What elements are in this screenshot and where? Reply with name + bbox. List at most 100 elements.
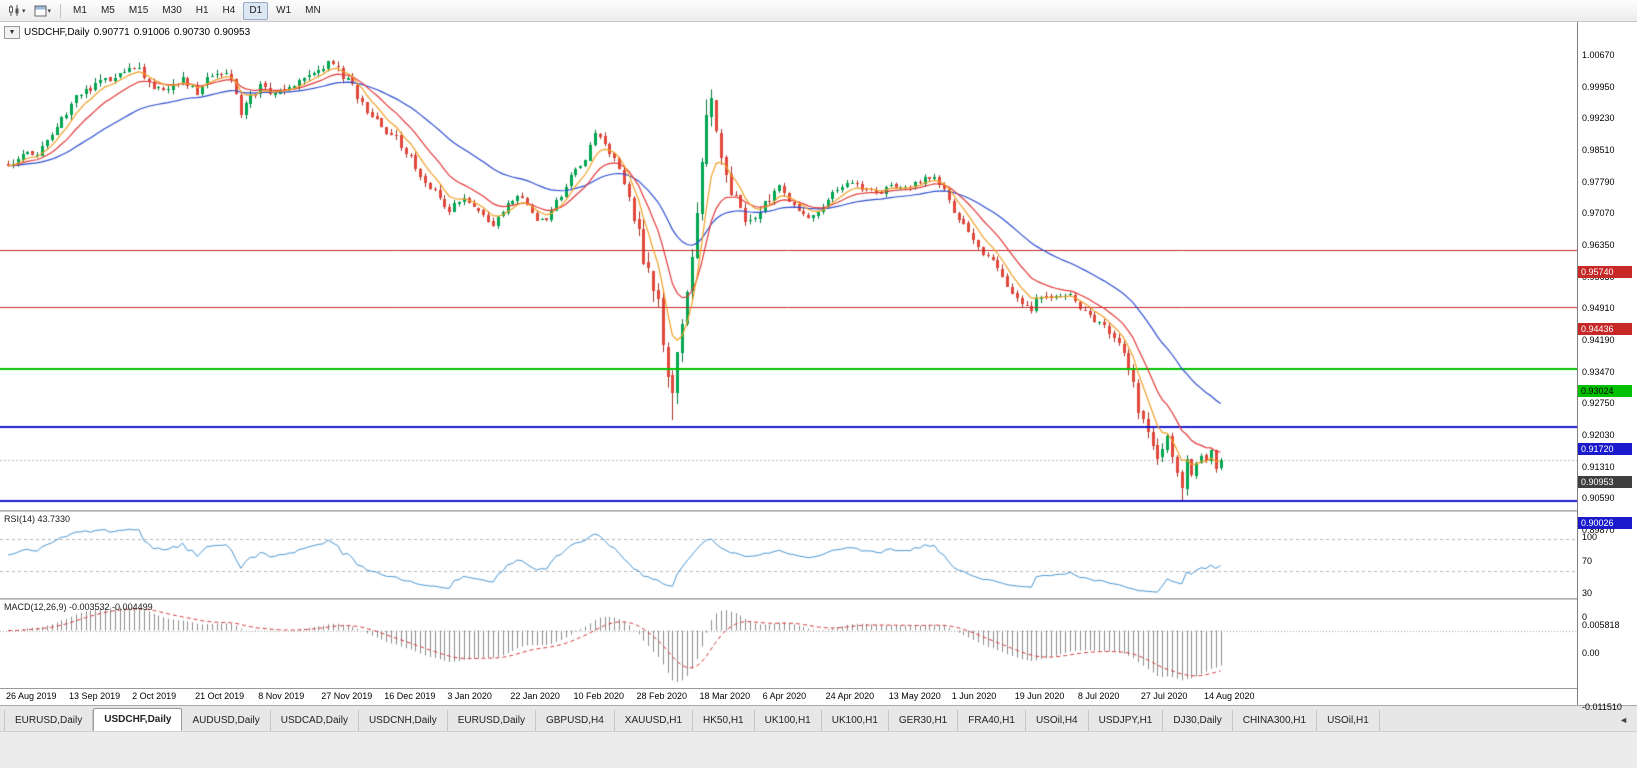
timeframe-button-m30[interactable]: M30 <box>162 4 182 16</box>
timeframe-button-m15[interactable]: M15 <box>128 4 149 16</box>
chart-tab-usoil-h1[interactable]: USOil,H1 <box>1317 710 1380 731</box>
price-scale-tick: 0.99950 <box>1582 81 1615 92</box>
date-axis-label: 18 Mar 2020 <box>699 691 751 701</box>
chart-tab-usdcnh-daily[interactable]: USDCNH,Daily <box>359 710 448 731</box>
date-axis-label: 27 Jul 2020 <box>1140 691 1188 701</box>
timeframe-button-w1[interactable]: W1 <box>276 4 292 16</box>
price-scale-tick: 0.92030 <box>1582 429 1615 440</box>
chart-tab-uk100-h1[interactable]: UK100,H1 <box>755 710 822 731</box>
chart-tab-bar: EURUSD,Daily USDCHF,Daily AUDUSD,Daily USDC… <box>0 705 1637 731</box>
price-scale-tick: 1.00670 <box>1582 49 1615 60</box>
chart-high-value: 0.91006 <box>133 27 170 38</box>
toolbar-separator <box>60 3 62 18</box>
chart-type-button[interactable]: ▾ <box>4 2 30 20</box>
price-scale-tick: 0.91310 <box>1582 461 1615 472</box>
date-axis[interactable]: 26 Aug 2019 13 Sep 2019 2 Oct 2019 21 Oct 2… <box>0 689 1577 705</box>
date-axis-label: 8 Jul 2020 <box>1077 691 1120 701</box>
price-level-tag: 0.93024 <box>1578 385 1632 398</box>
pane-separator[interactable] <box>0 510 1637 512</box>
date-axis-label: 21 Oct 2019 <box>195 691 245 701</box>
price-scale[interactable]: 1.00670 0.99950 0.99230 0.98510 0.97790 0.970… <box>1577 22 1637 712</box>
macd-scale-tick: 0.00 <box>1582 647 1600 658</box>
chart-close-value: 0.90953 <box>214 27 251 38</box>
chart-open-value: 0.90771 <box>93 27 130 38</box>
price-level-tag: 0.94436 <box>1578 323 1632 336</box>
date-axis-label: 26 Aug 2019 <box>6 691 57 701</box>
top-toolbar: ▾ ▾ M1 M5 M15 M30 H1 H4 D1 W1 MN <box>0 0 1637 22</box>
main-price-chart-canvas[interactable] <box>0 22 1577 510</box>
timeframe-bar: M1 M5 M15 M30 H1 H4 D1 W1 MN <box>66 1 328 20</box>
price-scale-tick: 0.96350 <box>1582 239 1615 250</box>
chart-tab-gbpusd-h4[interactable]: GBPUSD,H4 <box>536 710 615 731</box>
chart-tab-fra40-h1[interactable]: FRA40,H1 <box>958 710 1026 731</box>
chart-tab-usoil-h4[interactable]: USOil,H4 <box>1026 710 1089 731</box>
chart-template-button[interactable]: ▾ <box>30 2 56 20</box>
pane-separator[interactable] <box>0 598 1637 600</box>
candlestick-chart-icon <box>9 5 19 16</box>
date-axis-label: 27 Nov 2019 <box>321 691 373 701</box>
macd-label: MACD(12,26,9) -0.003532 -0.004499 <box>4 602 153 612</box>
price-scale-tick: 0.90590 <box>1582 493 1615 504</box>
chart-tab-xauusd-h1[interactable]: XAUUSD,H1 <box>615 710 694 731</box>
macd-scale-tick: -0.011510 <box>1582 702 1622 712</box>
chart-tab-audusd-daily[interactable]: AUDUSD,Daily <box>182 710 271 731</box>
date-axis-label: 22 Jan 2020 <box>510 691 560 701</box>
date-axis-label: 16 Dec 2019 <box>384 691 436 701</box>
date-axis-label: 1 Jun 2020 <box>951 691 997 701</box>
date-axis-label: 6 Apr 2020 <box>762 691 807 701</box>
price-scale-tick: 0.94910 <box>1582 303 1615 314</box>
timeframe-button-h4[interactable]: H4 <box>222 4 236 16</box>
chart-tab-eurusd-daily[interactable]: EURUSD,Daily <box>4 710 94 731</box>
collapse-indicators-button[interactable]: ▼ <box>4 26 20 39</box>
price-scale-tick: 0.97070 <box>1582 208 1615 219</box>
timeframe-button-m1[interactable]: M1 <box>73 4 87 16</box>
rsi-scale-tick: 100 <box>1582 532 1598 542</box>
chart-tab-china300-h1[interactable]: CHINA300,H1 <box>1233 710 1318 731</box>
price-level-tag: 0.91720 <box>1578 442 1632 455</box>
date-axis-label: 8 Nov 2019 <box>258 691 305 701</box>
date-axis-label: 14 Aug 2020 <box>1203 691 1255 701</box>
date-axis-label: 28 Feb 2020 <box>636 691 688 701</box>
bottom-filler <box>0 731 1637 768</box>
rsi-indicator-canvas[interactable] <box>0 512 1577 598</box>
timeframe-button-h1[interactable]: H1 <box>195 4 209 16</box>
chart-tab-ger30-h1[interactable]: GER30,H1 <box>889 710 959 731</box>
chevron-down-icon: ▾ <box>47 7 52 15</box>
price-scale-tick: 0.94190 <box>1582 334 1615 345</box>
macd-scale-tick: 0.005818 <box>1582 620 1620 630</box>
chart-title: ▼ USDCHF,Daily 0.90771 0.91006 0.90730 0… <box>4 26 254 39</box>
macd-indicator-canvas[interactable] <box>0 600 1577 688</box>
chart-tab-dj30-daily[interactable]: DJ30,Daily <box>1163 710 1233 731</box>
price-scale-tick: 0.89870 <box>1582 524 1615 535</box>
price-scale-tick: 0.93470 <box>1582 366 1615 377</box>
price-level-tag: 0.95740 <box>1578 265 1632 278</box>
price-level-tag: 0.90026 <box>1578 517 1632 530</box>
chart-symbol-label: USDCHF,Daily <box>24 27 90 38</box>
chart-low-value: 0.90730 <box>173 27 211 38</box>
chart-template-icon <box>34 5 47 16</box>
chevron-down-icon: ▾ <box>22 7 26 15</box>
chart-tab-uk100-h1[interactable]: UK100,H1 <box>822 710 889 731</box>
timeframe-button-d1[interactable]: D1 <box>243 1 269 20</box>
tab-scroll-left-button[interactable]: ◄ <box>1619 715 1628 725</box>
date-axis-label: 2 Oct 2019 <box>132 691 177 701</box>
current-price-tag: 0.90953 <box>1578 476 1632 489</box>
price-scale-tick: 0.97790 <box>1582 176 1615 187</box>
chart-tab-usdchf-daily[interactable]: USDCHF,Daily <box>93 708 183 731</box>
date-axis-separator <box>0 688 1637 689</box>
chart-tab-eurusd-daily[interactable]: EURUSD,Daily <box>448 710 536 731</box>
date-axis-label: 24 Apr 2020 <box>825 691 875 701</box>
date-axis-label: 19 Jun 2020 <box>1014 691 1065 701</box>
date-axis-label: 13 May 2020 <box>888 691 941 701</box>
price-scale-tick: 0.92750 <box>1582 398 1615 409</box>
rsi-label: RSI(14) 43.7330 <box>4 514 71 524</box>
chart-tab-usdjpy-h1[interactable]: USDJPY,H1 <box>1089 710 1164 731</box>
date-axis-label: 10 Feb 2020 <box>573 691 624 701</box>
timeframe-button-mn[interactable]: MN <box>305 4 321 16</box>
timeframe-button-m5[interactable]: M5 <box>100 4 115 16</box>
rsi-scale-tick: 0 <box>1582 612 1588 622</box>
rsi-scale-tick: 70 <box>1582 556 1593 566</box>
chart-tab-hk50-h1[interactable]: HK50,H1 <box>693 710 755 731</box>
chart-tab-usdcad-daily[interactable]: USDCAD,Daily <box>271 710 359 731</box>
